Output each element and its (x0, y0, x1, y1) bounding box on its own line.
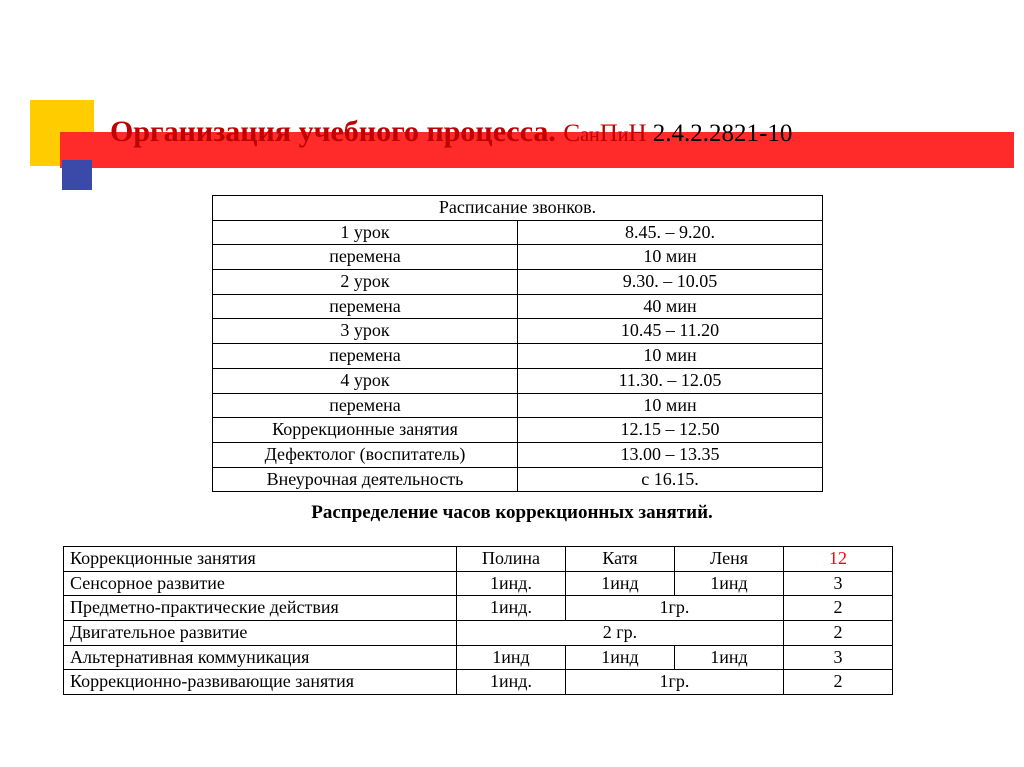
schedule-value: 8.45. – 9.20. (518, 220, 823, 245)
schedule-label: Дефектолог (воспитатель) (213, 442, 518, 467)
schedule-value: 9.30. – 10.05 (518, 270, 823, 295)
dist-cell: 1инд (457, 645, 566, 670)
title-sub-n: Н (628, 120, 646, 147)
title-sub-i: и (618, 124, 629, 146)
dist-cell: 1инд (566, 645, 675, 670)
schedule-label: 1 урок (213, 220, 518, 245)
dist-cell: 1инд (675, 571, 784, 596)
title-main: Организация учебного процесса. (110, 115, 556, 148)
dist-row-total: 2 (784, 596, 893, 621)
dist-row-total: 3 (784, 571, 893, 596)
dist-cell: 1инд. (457, 571, 566, 596)
dist-row-total: 2 (784, 621, 893, 646)
dist-cell: 1гр. (566, 670, 784, 695)
dist-col-k: Катя (566, 547, 675, 572)
schedule-value: 10 мин (518, 344, 823, 369)
dist-row-name: Предметно-практические действия (64, 596, 457, 621)
schedule-label: 4 урок (213, 368, 518, 393)
dist-cell: 1инд (566, 571, 675, 596)
schedule-label: 2 урок (213, 270, 518, 295)
schedule-value: 10 мин (518, 393, 823, 418)
schedule-label: Внеурочная деятельность (213, 467, 518, 492)
dist-col-total: 12 (784, 547, 893, 572)
schedule-label: Коррекционные занятия (213, 418, 518, 443)
schedule-label: перемена (213, 393, 518, 418)
schedule-label: 3 урок (213, 319, 518, 344)
dist-cell: 1инд. (457, 670, 566, 695)
dist-col-l: Леня (675, 547, 784, 572)
dist-row-total: 2 (784, 670, 893, 695)
distribution-table-wrap: Коррекционные занятияПолинаКатяЛеня12 Сен… (63, 546, 893, 695)
title-sub-p: П (600, 120, 618, 147)
schedule-value: 12.15 – 12.50 (518, 418, 823, 443)
page-title: Организация учебного процесса. СанПиН 2.… (110, 115, 1020, 150)
dist-row-name: Альтернативная коммуникация (64, 645, 457, 670)
dist-col-p: Полина (457, 547, 566, 572)
title-sub-s: С (563, 120, 580, 147)
distribution-table: Коррекционные занятияПолинаКатяЛеня12 Сен… (63, 546, 893, 695)
title-code: 2.4.2.2821-10 (647, 120, 793, 147)
schedule-value: 13.00 – 13.35 (518, 442, 823, 467)
title-sub-an: ан (580, 124, 600, 146)
schedule-header: Расписание звонков. (213, 196, 823, 221)
dist-row-total: 3 (784, 645, 893, 670)
schedule-value: с 16.15. (518, 467, 823, 492)
dist-row-name: Сенсорное развитие (64, 571, 457, 596)
schedule-label: перемена (213, 294, 518, 319)
dist-col-name: Коррекционные занятия (64, 547, 457, 572)
schedule-value: 11.30. – 12.05 (518, 368, 823, 393)
dist-row-name: Коррекционно-развивающие занятия (64, 670, 457, 695)
schedule-table-wrap: Расписание звонков.1 урок8.45. – 9.20.пе… (212, 195, 823, 492)
dist-cell: 1гр. (566, 596, 784, 621)
dist-cell: 2 гр. (457, 621, 784, 646)
dist-cell: 1инд. (457, 596, 566, 621)
schedule-value: 40 мин (518, 294, 823, 319)
slide: Организация учебного процесса. СанПиН 2.… (0, 0, 1024, 767)
distribution-heading: Распределение часов коррекционных заняти… (0, 502, 1024, 524)
schedule-value: 10.45 – 11.20 (518, 319, 823, 344)
dist-cell: 1инд (675, 645, 784, 670)
decor-blue-square (62, 160, 92, 190)
schedule-label: перемена (213, 344, 518, 369)
title-sub: СанПиН (563, 120, 646, 147)
dist-row-name: Двигательное развитие (64, 621, 457, 646)
schedule-label: перемена (213, 245, 518, 270)
schedule-table: Расписание звонков.1 урок8.45. – 9.20.пе… (212, 195, 823, 492)
schedule-value: 10 мин (518, 245, 823, 270)
